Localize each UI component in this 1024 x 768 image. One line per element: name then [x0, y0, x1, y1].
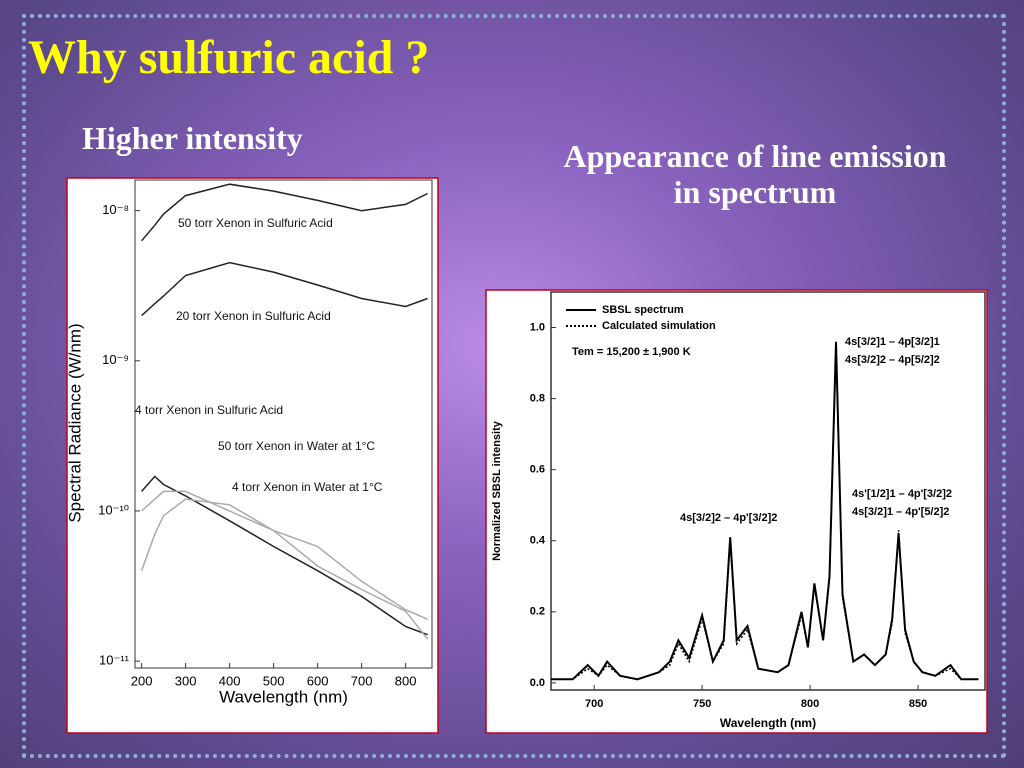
x-tick-label: 700	[585, 698, 603, 710]
legend-label: Calculated simulation	[602, 320, 716, 332]
series-line	[141, 475, 428, 636]
series-label: 50 torr Xenon in Water at 1°C	[218, 439, 375, 453]
y-axis-label: Normalized SBSL intensity	[491, 420, 503, 561]
x-tick-label: 800	[801, 698, 819, 710]
x-tick-label: 850	[909, 698, 927, 710]
y-tick-label: 0.8	[530, 393, 545, 405]
y-tick-label: 0.6	[530, 464, 545, 476]
plot-frame	[550, 291, 986, 691]
plot-frame	[134, 179, 433, 669]
left-heading: Higher intensity	[82, 120, 303, 156]
series-label: 20 torr Xenon in Sulfuric Acid	[176, 309, 331, 323]
heading-line: in spectrum	[673, 174, 837, 210]
x-axis-label: Wavelength (nm)	[720, 716, 816, 730]
series-line	[551, 348, 979, 681]
series-label: 4 torr Xenon in Water at 1°C	[232, 480, 383, 494]
annotation: 4s[3/2]2 – 4p[5/2]2	[845, 354, 940, 366]
x-tick-label: 400	[219, 673, 241, 688]
legend-label: SBSL spectrum	[602, 304, 684, 316]
x-tick-label: 600	[307, 673, 329, 688]
frame	[22, 14, 1006, 758]
y-tick-label: 0.4	[530, 535, 546, 547]
chart-panel	[66, 177, 439, 734]
annotation: 4s[3/2]1 – 4p'[5/2]2	[852, 506, 949, 518]
right-heading: Appearance of line emission in spectrum	[505, 138, 1005, 210]
series-label: 4 torr Xenon in Sulfuric Acid	[135, 403, 283, 417]
y-tick-label: 0.2	[530, 606, 545, 618]
x-tick-label: 700	[351, 673, 373, 688]
y-tick-label: 10⁻¹¹	[99, 653, 130, 668]
heading-line: Appearance of line emission	[563, 138, 947, 174]
x-tick-label: 500	[263, 673, 285, 688]
chart-panel	[485, 289, 988, 734]
series-line	[141, 183, 428, 242]
x-tick-label: 800	[395, 673, 417, 688]
x-tick-label: 750	[693, 698, 711, 710]
y-tick-label: 1.0	[530, 321, 545, 333]
y-axis-label: Spectral Radiance (W/nm)	[65, 323, 84, 522]
y-tick-label: 10⁻¹⁰	[98, 502, 129, 517]
slide-title: Why sulfuric acid ?	[28, 31, 430, 84]
series-line	[140, 498, 428, 620]
annotation: 4s'[1/2]1 – 4p'[3/2]2	[852, 488, 952, 500]
x-tick-label: 300	[175, 673, 197, 688]
x-tick-label: 200	[131, 673, 153, 688]
y-tick-label: 10⁻⁸	[102, 202, 129, 217]
x-axis-label: Wavelength (nm)	[219, 687, 348, 706]
series-line	[141, 261, 428, 317]
annotation: Tem = 15,200 ± 1,900 K	[572, 346, 691, 358]
annotation: 4s[3/2]2 – 4p'[3/2]2	[680, 512, 777, 524]
y-tick-label: 10⁻⁹	[102, 352, 129, 367]
y-tick-label: 0.0	[530, 677, 545, 689]
annotation: 4s[3/2]1 – 4p[3/2]1	[845, 336, 940, 348]
series-line	[141, 490, 429, 640]
series-label: 50 torr Xenon in Sulfuric Acid	[178, 216, 333, 230]
